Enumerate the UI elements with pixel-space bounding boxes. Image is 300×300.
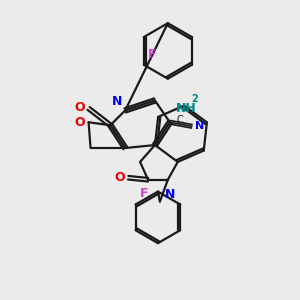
Text: F: F [148,48,156,61]
Text: O: O [74,101,85,114]
Text: O: O [114,171,124,184]
Text: N: N [165,188,175,201]
Text: O: O [74,116,85,129]
Text: N: N [195,121,204,131]
Text: NH: NH [176,102,196,115]
Text: C: C [176,115,183,125]
Text: F: F [140,187,148,200]
Text: 2: 2 [192,94,198,104]
Text: N: N [112,95,122,108]
